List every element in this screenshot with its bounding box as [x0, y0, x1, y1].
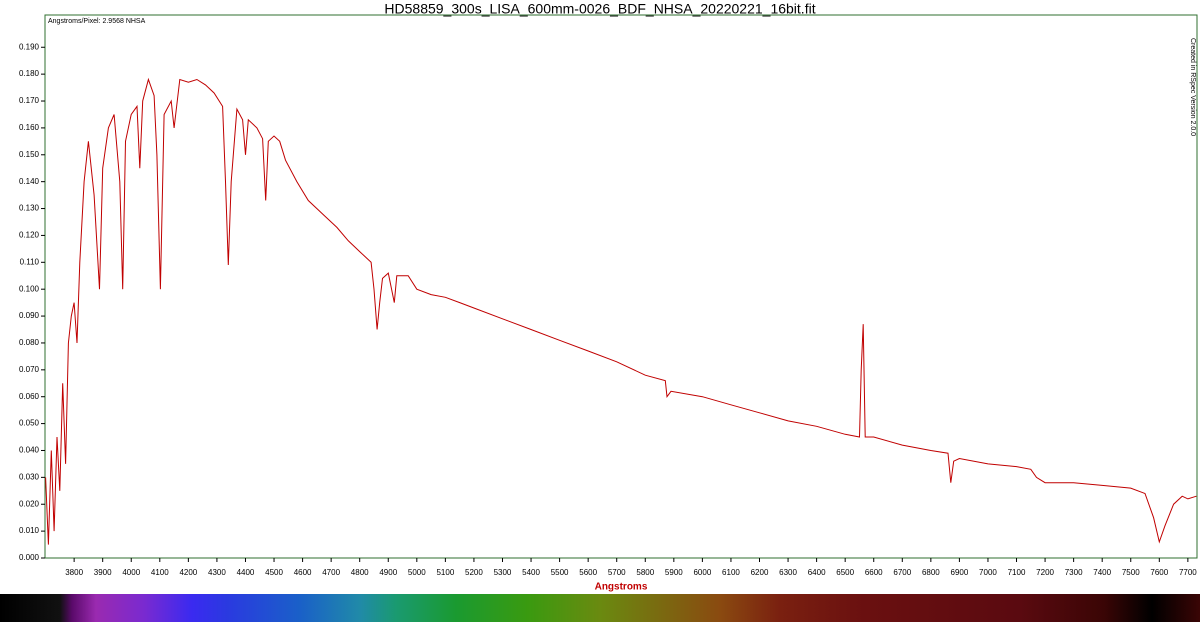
- x-tick-label: 3900: [94, 568, 112, 577]
- x-tick-label: 5700: [608, 568, 626, 577]
- x-tick-label: 5500: [551, 568, 569, 577]
- x-tick-label: 5300: [494, 568, 512, 577]
- x-tick-label: 4500: [265, 568, 283, 577]
- x-tick-label: 6100: [722, 568, 740, 577]
- x-tick-label: 4900: [379, 568, 397, 577]
- y-tick-label: 0.000: [19, 553, 40, 562]
- x-tick-label: 7100: [1008, 568, 1026, 577]
- y-tick-label: 0.070: [19, 365, 40, 374]
- x-tick-label: 5600: [579, 568, 597, 577]
- x-tick-label: 5000: [408, 568, 426, 577]
- y-tick-label: 0.160: [19, 123, 40, 132]
- x-tick-label: 4200: [179, 568, 197, 577]
- y-tick-label: 0.140: [19, 177, 40, 186]
- y-tick-label: 0.010: [19, 526, 40, 535]
- x-tick-label: 7700: [1179, 568, 1197, 577]
- side-note: Created in RSpec Version 2.0.0: [1189, 38, 1196, 136]
- x-tick-label: 6900: [951, 568, 969, 577]
- y-tick-label: 0.100: [19, 284, 40, 293]
- y-tick-label: 0.180: [19, 69, 40, 78]
- y-tick-label: 0.040: [19, 446, 40, 455]
- x-tick-label: 4400: [237, 568, 255, 577]
- x-tick-label: 3800: [65, 568, 83, 577]
- annotation: Angstroms/Pixel: 2.9568 NHSA: [48, 18, 146, 25]
- y-tick-label: 0.150: [19, 150, 40, 159]
- y-tick-label: 0.030: [19, 472, 40, 481]
- y-tick-label: 0.110: [20, 257, 40, 266]
- y-tick-label: 0.050: [19, 419, 40, 428]
- x-tick-label: 5800: [636, 568, 654, 577]
- x-tick-label: 7400: [1093, 568, 1111, 577]
- x-tick-label: 6700: [893, 568, 911, 577]
- x-tick-label: 5200: [465, 568, 483, 577]
- x-tick-label: 4600: [294, 568, 312, 577]
- y-tick-label: 0.020: [19, 499, 40, 508]
- x-tick-label: 7500: [1122, 568, 1140, 577]
- spectrum-strip: [0, 594, 1200, 622]
- x-tick-label: 4100: [151, 568, 169, 577]
- spectrum-line: [45, 77, 1197, 545]
- x-tick-label: 7200: [1036, 568, 1054, 577]
- x-tick-label: 7600: [1150, 568, 1168, 577]
- plot-frame: [44, 14, 1198, 559]
- y-tick-label: 0.190: [19, 42, 40, 51]
- chart: HD58859_300s_LISA_600mm-0026_BDF_NHSA_20…: [19, 1, 1198, 593]
- y-tick-label: 0.170: [19, 96, 40, 105]
- y-tick-label: 0.090: [19, 311, 40, 320]
- x-tick-label: 5100: [436, 568, 454, 577]
- y-tick-label: 0.080: [19, 338, 40, 347]
- x-tick-label: 4000: [122, 568, 140, 577]
- x-axis-label: Angstroms: [595, 582, 648, 593]
- x-tick-label: 6600: [865, 568, 883, 577]
- chart-title: HD58859_300s_LISA_600mm-0026_BDF_NHSA_20…: [384, 1, 815, 17]
- y-tick-label: 0.130: [19, 204, 40, 213]
- x-tick-label: 7000: [979, 568, 997, 577]
- x-tick-label: 6000: [693, 568, 711, 577]
- x-tick-label: 5400: [522, 568, 540, 577]
- x-tick-label: 5900: [665, 568, 683, 577]
- x-tick-label: 6200: [751, 568, 769, 577]
- x-tick-label: 7300: [1065, 568, 1083, 577]
- x-tick-label: 4300: [208, 568, 226, 577]
- x-tick-label: 6800: [922, 568, 940, 577]
- x-tick-label: 6300: [779, 568, 797, 577]
- x-tick-label: 4800: [351, 568, 369, 577]
- y-tick-label: 0.120: [19, 231, 40, 240]
- x-tick-label: 4700: [322, 568, 340, 577]
- x-tick-label: 6500: [836, 568, 854, 577]
- x-tick-label: 6400: [808, 568, 826, 577]
- y-tick-label: 0.060: [19, 392, 40, 401]
